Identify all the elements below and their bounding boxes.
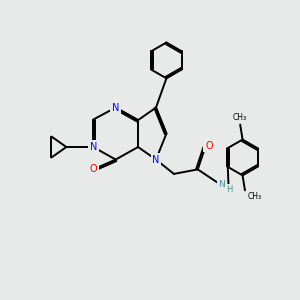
Text: CH₃: CH₃ [233,112,247,122]
Text: CH₃: CH₃ [248,192,262,201]
Text: O: O [89,164,97,174]
Text: N: N [218,180,225,189]
Text: N: N [152,154,160,165]
Text: N: N [112,103,119,112]
Text: N: N [90,142,97,152]
Text: H: H [226,185,233,194]
Text: O: O [205,140,213,151]
